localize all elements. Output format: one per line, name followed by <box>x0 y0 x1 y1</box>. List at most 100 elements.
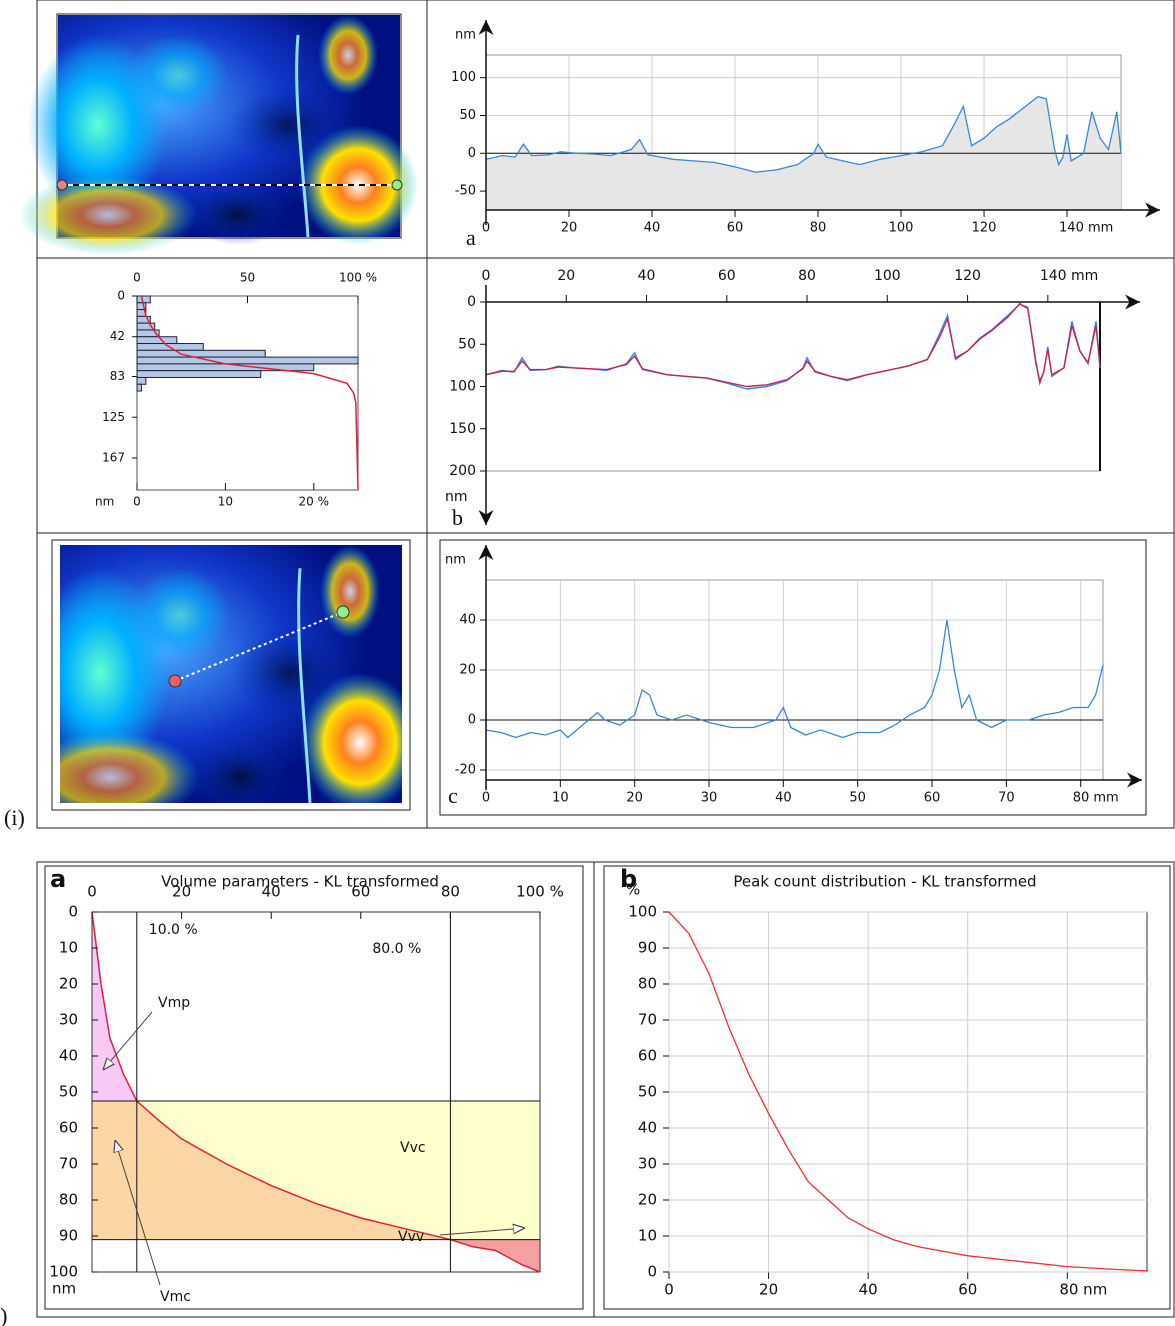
data-line <box>485 619 1104 739</box>
y-tick-label: 83 <box>110 369 125 383</box>
x-tick-label: 20 <box>561 221 578 236</box>
x-tick-label: 0 <box>482 791 490 806</box>
x-tick-label: 10 <box>552 791 569 806</box>
panel-frame <box>44 865 584 1310</box>
y-tick-label: 20 <box>638 1191 657 1209</box>
y-tick-label: 40 <box>59 1047 78 1065</box>
y-axis-label: % <box>626 881 640 899</box>
x-tick-label: 140 mm <box>1040 268 1098 284</box>
data-line <box>485 95 1122 173</box>
x-tick-label: 80 mm <box>1073 791 1119 806</box>
x-tick-label: 50 <box>849 791 866 806</box>
y-tick-label: 80 <box>638 975 657 993</box>
afm-image <box>60 545 402 803</box>
x-tick-label: 20 <box>759 1281 778 1299</box>
x-tick-label: 20 <box>557 268 575 284</box>
x-tick-label: 0 <box>664 1281 674 1299</box>
x2-tick-label: 100 % <box>339 271 377 285</box>
y-tick-label: 100 <box>628 903 657 921</box>
figure-label: (i) <box>4 805 25 830</box>
y-axis-label: nm <box>455 28 476 43</box>
area-Vvv <box>450 1239 540 1272</box>
y-tick-label: 90 <box>638 939 657 957</box>
histogram-bar <box>136 356 359 365</box>
x-tick-label: 100 % <box>516 883 564 901</box>
x-tick-label: 30 <box>701 791 718 806</box>
y-tick-label: 100 <box>451 70 476 85</box>
y-tick-label: 150 <box>449 421 476 437</box>
y-tick-label: 50 <box>638 1083 657 1101</box>
y-tick-label: 0 <box>467 294 476 310</box>
annotation-arrow <box>439 1228 525 1236</box>
y-tick-label: 50 <box>458 336 476 352</box>
y-tick-label: 200 <box>449 463 476 479</box>
x-tick-label: 40 <box>859 1281 878 1299</box>
x-tick-label: 80 nm <box>1059 1281 1107 1299</box>
histogram-bar <box>136 295 151 304</box>
histogram-bar <box>136 370 262 378</box>
x-tick-label: 20 <box>172 883 191 901</box>
y-tick-label: 0 <box>468 146 476 161</box>
y-tick-label: 100 <box>449 379 476 395</box>
data-line <box>485 302 1101 388</box>
area-label: Vmc <box>160 1289 191 1305</box>
y-tick-label: 0 <box>68 903 78 921</box>
y-tick-label: 90 <box>59 1227 78 1245</box>
histogram-bar <box>136 336 178 345</box>
y-tick-label: 40 <box>638 1119 657 1137</box>
y-axis-label: nm <box>95 495 114 509</box>
cumulative-line <box>140 295 359 491</box>
y-tick-label: 0 <box>468 713 476 728</box>
y-axis-label: nm <box>445 553 466 568</box>
y-tick-label: 80 <box>59 1191 78 1209</box>
y-tick-label: 125 <box>102 410 125 424</box>
x-tick-label: 70 <box>998 791 1015 806</box>
area-Vmp <box>92 912 137 1101</box>
table-border <box>36 861 1175 1318</box>
y-tick-label: 100 <box>49 1263 78 1281</box>
y-tick-label: 0 <box>647 1263 657 1281</box>
area-Vmc <box>92 1101 451 1240</box>
x-tick-label: 10 <box>218 495 233 509</box>
area-fill <box>486 96 1121 210</box>
area-label: Vvv <box>398 1229 424 1245</box>
chart-title: Peak count distribution - KL transformed <box>733 873 1036 891</box>
x-tick-label: 60 <box>958 1281 977 1299</box>
x-tick-label: 140 mm <box>1059 221 1113 236</box>
data-line <box>668 911 1148 1272</box>
y-tick-label: 40 <box>459 613 476 628</box>
chart-title: Volume parameters - KL transformed <box>161 873 439 891</box>
x-tick-label: 20 <box>626 791 643 806</box>
x-tick-label: 100 <box>874 268 901 284</box>
afm-image <box>16 13 420 257</box>
histogram-bar <box>136 349 266 358</box>
x-tick-label: 80 <box>798 268 816 284</box>
y-tick-label: 20 <box>459 663 476 678</box>
y-tick-label: -20 <box>455 763 476 778</box>
panel-letter: c <box>448 783 458 808</box>
x-tick-label: 60 <box>351 883 370 901</box>
x2-tick-label: 50 <box>240 271 255 285</box>
plot-frame <box>485 579 1104 781</box>
profile-line <box>174 611 344 682</box>
annotation-arrow <box>103 1011 153 1070</box>
ratio-label: 10.0 % <box>149 922 198 938</box>
histogram-bar <box>136 376 147 385</box>
annotation-arrow <box>115 1140 161 1286</box>
plot-frame <box>485 301 1101 472</box>
y-tick-label: 30 <box>638 1155 657 1173</box>
x-tick-label: 40 <box>644 221 661 236</box>
panel-letter: a <box>50 865 66 893</box>
x-tick-label: 60 <box>727 221 744 236</box>
area-label: Vvc <box>400 1140 426 1156</box>
y-tick-label: 60 <box>638 1047 657 1065</box>
y-tick-label: 10 <box>638 1227 657 1245</box>
table-border <box>36 0 1175 829</box>
profile-start <box>56 179 68 191</box>
x-tick-label: 40 <box>638 268 656 284</box>
profile-end <box>336 605 350 619</box>
y-axis-label: nm <box>52 1280 76 1298</box>
y-axis-label: nm <box>445 489 468 505</box>
y-tick-label: 10 <box>59 939 78 957</box>
histogram-bar <box>136 383 142 392</box>
